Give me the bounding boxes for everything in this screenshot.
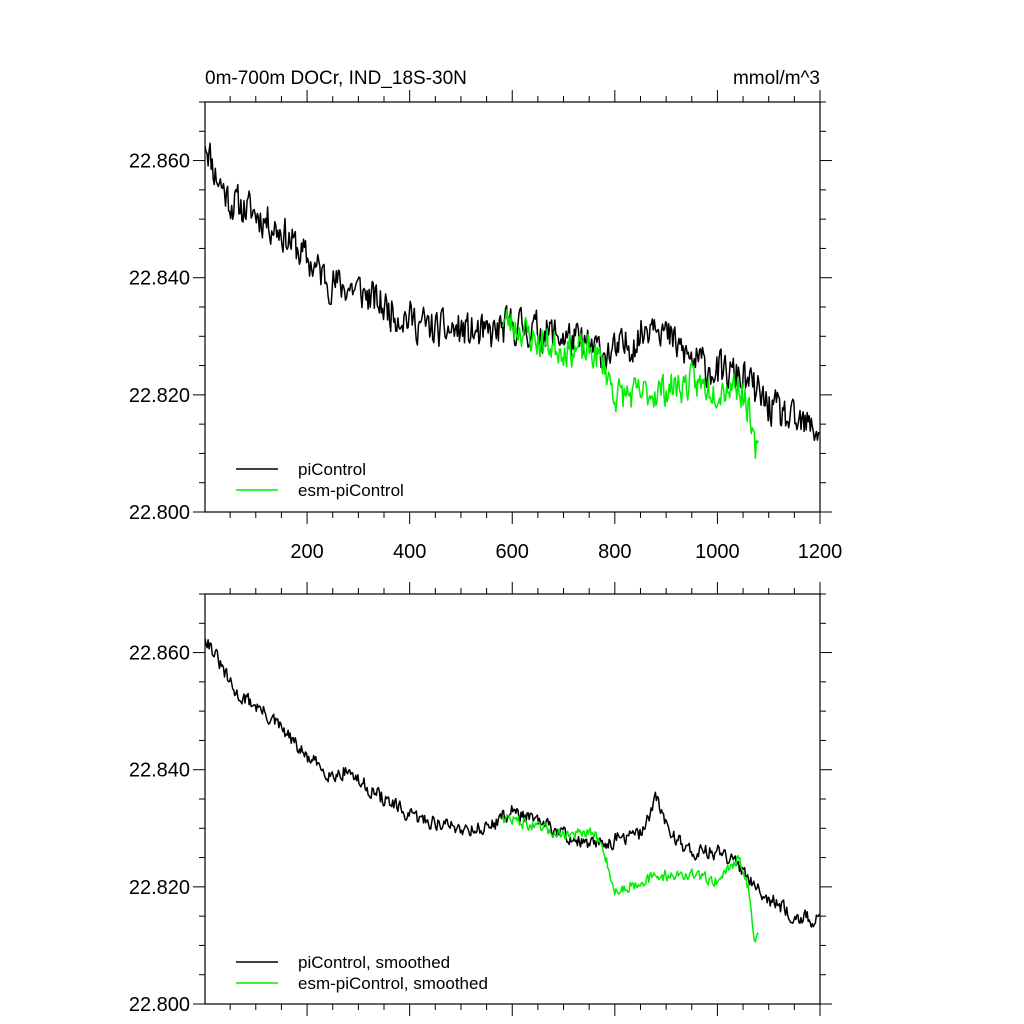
- top-axes-ticks: [193, 90, 832, 524]
- legend-label-picontrol-smoothed: piControl, smoothed: [298, 953, 450, 972]
- series-line-1: [501, 308, 760, 460]
- y-tick-label: 22.840: [129, 268, 190, 290]
- y-tick-label: 22.820: [129, 877, 190, 899]
- top-series-lines: [204, 142, 821, 460]
- x-tick-label: 400: [393, 541, 426, 563]
- top-x-tick-labels: 200 400 600 800 1000 1200: [290, 541, 842, 563]
- bottom-axes-ticks: [193, 582, 832, 1016]
- top-legend: piControl esm-piControl: [236, 460, 404, 500]
- top-y-tick-labels: 22.800 22.820 22.840 22.860: [129, 151, 190, 524]
- bottom-series-lines: [204, 638, 821, 943]
- legend-label-esm-picontrol-smoothed: esm-piControl, smoothed: [298, 974, 488, 993]
- x-tick-label: 600: [496, 541, 529, 563]
- series-line-0: [204, 142, 821, 442]
- y-tick-label: 22.820: [129, 385, 190, 407]
- bottom-legend: piControl, smoothed esm-piControl, smoot…: [236, 953, 488, 993]
- top-plot-frame: [204, 101, 821, 513]
- series-line-1: [501, 814, 759, 943]
- legend-label-picontrol: piControl: [298, 460, 366, 479]
- x-tick-label: 1200: [798, 541, 843, 563]
- bottom-plot-frame: [204, 593, 821, 1005]
- y-tick-label: 22.860: [129, 643, 190, 665]
- x-tick-label: 200: [290, 541, 323, 563]
- x-tick-label: 1000: [695, 541, 740, 563]
- top-panel: 0m-700m DOCr, IND_18S-30N mmol/m^3 22.80…: [129, 68, 842, 563]
- bottom-y-tick-labels: 22.800 22.820 22.840 22.860: [129, 643, 190, 1016]
- legend-label-esm-picontrol: esm-piControl: [298, 481, 404, 500]
- bottom-panel: 22.800 22.820 22.840 22.860 piControl, smoo…: [129, 582, 832, 1016]
- x-tick-label: 800: [598, 541, 631, 563]
- y-tick-label: 22.800: [129, 994, 190, 1016]
- y-tick-label: 22.800: [129, 502, 190, 524]
- y-tick-label: 22.860: [129, 151, 190, 173]
- series-line-0: [204, 638, 821, 928]
- y-tick-label: 22.840: [129, 760, 190, 782]
- units-label: mmol/m^3: [733, 68, 820, 89]
- chart-title: 0m-700m DOCr, IND_18S-30N: [205, 68, 467, 89]
